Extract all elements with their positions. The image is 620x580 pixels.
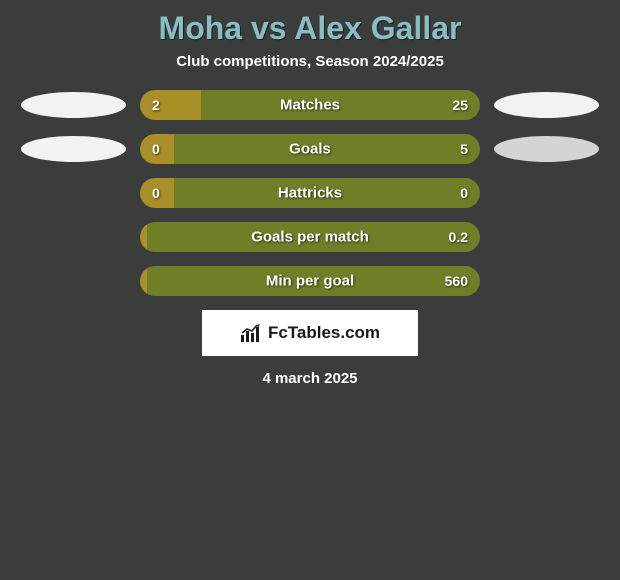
watermark-badge: FcTables.com <box>202 310 418 356</box>
chart-icon <box>240 323 262 343</box>
comparison-row: Goals per match 0.2 <box>0 222 620 252</box>
right-value: 5 <box>460 141 468 157</box>
right-value: 560 <box>445 273 468 289</box>
comparison-row: 0 Goals 5 <box>0 134 620 164</box>
comparison-rows: 2 Matches 25 0 Goals 5 0 Hattricks 0 Goals per ma… <box>0 90 620 296</box>
stat-label: Min per goal <box>266 273 354 290</box>
comparison-row: 0 Hattricks 0 <box>0 178 620 208</box>
comparison-row: 2 Matches 25 <box>0 90 620 120</box>
right-value: 25 <box>452 97 468 113</box>
subtitle: Club competitions, Season 2024/2025 <box>0 53 620 90</box>
stat-label: Matches <box>280 97 340 114</box>
stat-bar: 2 Matches 25 <box>140 90 480 120</box>
right-value: 0 <box>460 185 468 201</box>
stat-bar: 0 Hattricks 0 <box>140 178 480 208</box>
stat-label: Goals per match <box>251 229 369 246</box>
left-value: 2 <box>152 97 160 113</box>
stat-label: Goals <box>289 141 331 158</box>
right-value: 0.2 <box>449 229 468 245</box>
stat-bar: Goals per match 0.2 <box>140 222 480 252</box>
stat-bar: 0 Goals 5 <box>140 134 480 164</box>
right-team-oval <box>494 136 599 162</box>
watermark-text: FcTables.com <box>268 323 380 343</box>
left-team-oval <box>21 92 126 118</box>
page-title: Moha vs Alex Gallar <box>0 0 620 53</box>
bar-right-segment <box>201 90 480 120</box>
bar-left-segment <box>140 266 147 296</box>
date-text: 4 march 2025 <box>0 370 620 387</box>
bar-left-segment <box>140 222 147 252</box>
right-team-oval <box>494 92 599 118</box>
bar-left-segment <box>140 90 201 120</box>
comparison-row: Min per goal 560 <box>0 266 620 296</box>
stat-label: Hattricks <box>278 185 342 202</box>
stat-bar: Min per goal 560 <box>140 266 480 296</box>
left-value: 0 <box>152 185 160 201</box>
left-value: 0 <box>152 141 160 157</box>
left-team-oval <box>21 136 126 162</box>
